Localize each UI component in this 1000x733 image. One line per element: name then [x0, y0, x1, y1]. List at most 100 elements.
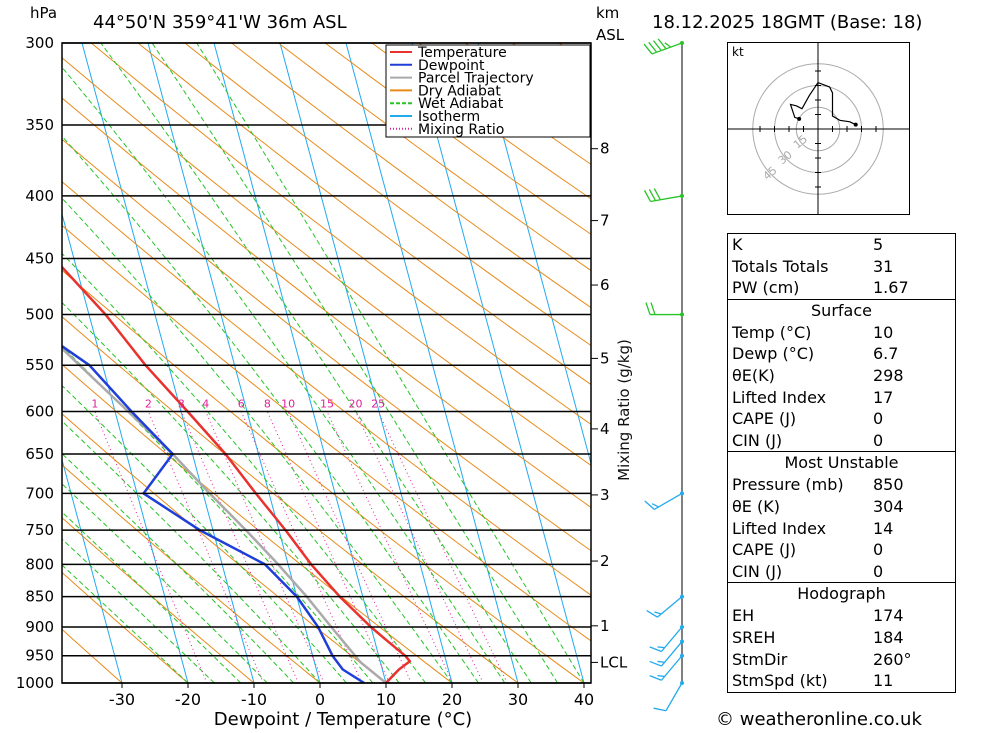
wind-barb-flag: [664, 42, 672, 48]
wind-barb-flag: [657, 38, 667, 50]
hodo-label: SREH: [732, 627, 776, 647]
mixing-ratio-line: [377, 411, 508, 683]
wet-adiabat-line: [62, 420, 321, 683]
wind-barb-staff: [650, 195, 683, 203]
km-unit-label: km: [596, 4, 620, 22]
wind-barb-flag: [649, 660, 662, 667]
hodograph-section-title: Hodograph: [728, 582, 955, 605]
dry-adiabat-line: [62, 628, 123, 683]
mixing-ratio-line: [205, 411, 325, 683]
copyright-link[interactable]: © weatheronline.co.uk: [716, 709, 922, 730]
mixing-ratio-tick-label: 2: [145, 397, 152, 410]
pressure-tick-label: 900: [25, 618, 54, 636]
mu-label: Pressure (mb): [732, 475, 844, 495]
wind-barb-flag: [643, 190, 652, 202]
hodograph-trace-line: [789, 81, 856, 126]
wind-barb-flag: [643, 43, 653, 55]
wind-barb-flag: [644, 500, 655, 510]
wind-barb: [649, 639, 684, 667]
hodo-value: 11: [873, 671, 894, 691]
dry-adiabat-line: [62, 571, 189, 683]
wind-barb-point: [680, 639, 684, 644]
dry-adiabat-line: [277, 43, 591, 272]
height-tick-label: 6: [600, 276, 610, 294]
index-row-totals: Totals Totals 31: [728, 256, 955, 278]
mixing-ratio-tick-label: 3: [178, 397, 185, 410]
height-tick-label: 2: [600, 552, 610, 570]
wet-adiabat-line: [62, 197, 453, 683]
wind-barb-flag: [650, 302, 656, 315]
temperature-tick-label: 40: [574, 690, 594, 709]
pressure-tick-label: 650: [25, 445, 54, 463]
wind-barb-staff: [660, 641, 683, 667]
wind-barb-flag: [657, 660, 665, 663]
pressure-tick-label: 850: [25, 588, 54, 606]
dry-adiabat-line: [62, 269, 585, 683]
x-axis-label: Dewpoint / Temperature (°C): [214, 709, 472, 730]
mixing-ratio-tick-label: 4: [202, 397, 209, 410]
datetime-title: 18.12.2025 18GMT (Base: 18): [652, 12, 923, 33]
mu-value: 304: [873, 496, 904, 516]
mu-label: CIN (J): [732, 561, 783, 581]
dry-adiabat-line: [230, 43, 591, 309]
mixing-ratio-tick-label: 20: [349, 397, 363, 410]
surface-label: Lifted Index: [732, 387, 827, 407]
isotherm-line: [213, 43, 387, 683]
mixing-ratio-line: [326, 411, 454, 683]
isotherm-line: [411, 43, 585, 683]
hodograph-row: StmDir 260°: [728, 649, 955, 671]
most-unstable-row: Lifted Index 14: [728, 518, 955, 540]
pressure-tick-label: 750: [25, 521, 54, 539]
wind-barb: [644, 491, 684, 510]
mixing-ratio-line: [266, 411, 390, 683]
index-label: PW (cm): [732, 278, 800, 298]
height-tick-label: 7: [600, 212, 610, 230]
most-unstable-row: θE (K) 304: [728, 496, 955, 518]
dry-adiabat-line: [62, 224, 591, 642]
surface-label: CIN (J): [732, 430, 783, 450]
surface-row: Temp (°C) 10: [728, 322, 955, 344]
dry-adiabat-line: [62, 138, 591, 552]
wind-barb: [653, 681, 684, 712]
wet-adiabat-line: [62, 66, 506, 683]
hodo-label: StmDir: [732, 649, 788, 669]
wind-barb-point: [680, 624, 684, 629]
wind-barb-flag: [645, 302, 651, 315]
wind-barb-flag: [657, 674, 665, 678]
temperature-tick-label: 10: [376, 690, 396, 709]
hodograph-row: StmSpd (kt) 11: [728, 670, 955, 692]
wet-adiabat-line: [62, 538, 215, 683]
isotherm-line: [345, 43, 519, 683]
wind-barb-flag: [657, 646, 665, 649]
surface-label: θE(K): [732, 365, 775, 385]
wind-barb-point: [680, 594, 684, 599]
surface-label: CAPE (J): [732, 409, 797, 429]
surface-row: Dewp (°C) 6.7: [728, 343, 955, 365]
height-tick-label: 3: [600, 486, 610, 504]
mu-label: Lifted Index: [732, 518, 827, 538]
hodograph-unit-label: kt: [732, 45, 744, 59]
wet-adiabat-line: [62, 384, 347, 683]
hodo-label: EH: [732, 606, 755, 626]
legend-entry-label: Wet Adiabat: [418, 96, 504, 112]
surface-value: 6.7: [873, 344, 899, 364]
legend-entry-label: Dewpoint: [418, 58, 485, 74]
dewpoint-line: [62, 344, 365, 683]
height-tick-label: 1: [600, 617, 610, 635]
wind-barb-staff: [660, 626, 683, 652]
wind-barb: [643, 188, 684, 203]
legend-box: [385, 44, 591, 138]
wet-adiabat-line: [196, 43, 585, 683]
dry-adiabat-line: [62, 413, 387, 683]
wet-adiabat-line: [62, 511, 242, 683]
index-value: 31: [873, 256, 894, 276]
wind-barb-flag: [652, 40, 662, 51]
temperature-tick-label: 0: [315, 690, 325, 709]
dry-adiabat-line: [324, 43, 591, 235]
mixing-ratio-tick-label: 6: [238, 397, 245, 410]
mixing-ratio-line: [355, 411, 484, 683]
dry-adiabat-line: [62, 316, 519, 683]
wind-barb-point: [680, 653, 684, 658]
